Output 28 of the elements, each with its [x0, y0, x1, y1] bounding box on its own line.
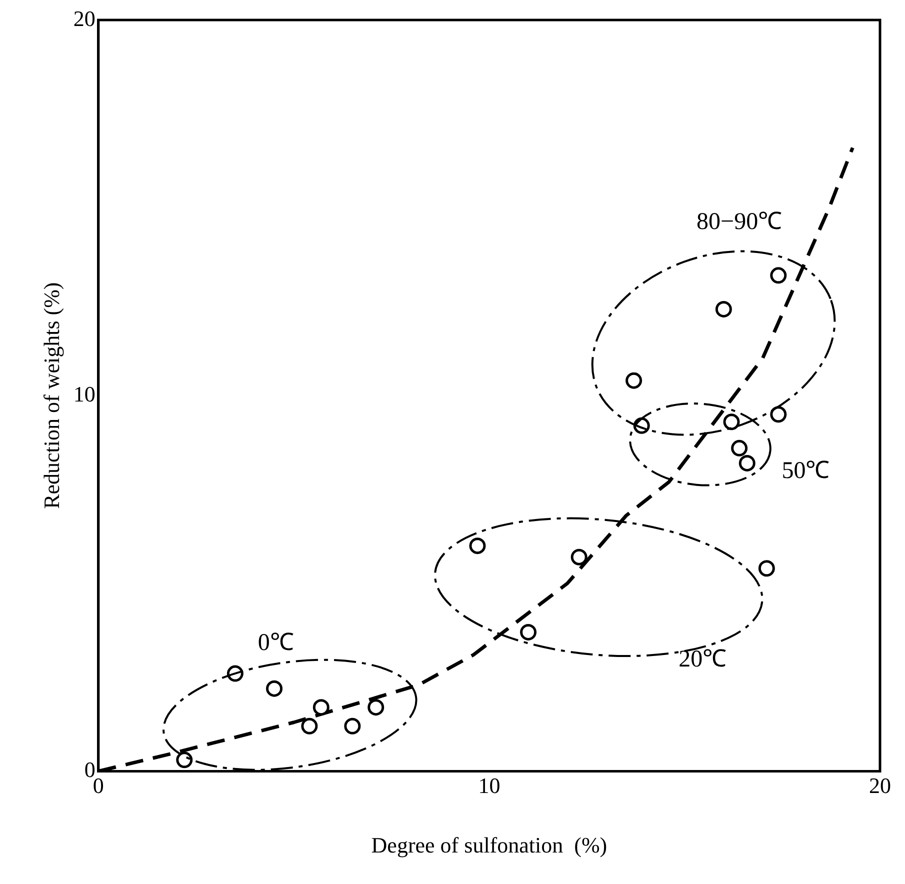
point [758, 560, 775, 577]
point [344, 718, 361, 734]
annotation: 0℃ [258, 630, 294, 656]
point [312, 699, 330, 716]
point [626, 372, 642, 389]
x-axis-title: Degree of sulfonation (%) [371, 832, 608, 858]
y-axis-title: Reduction of weights (%) [38, 282, 64, 509]
point [731, 440, 748, 456]
point [176, 752, 193, 768]
y-tick-label: 0 [84, 756, 96, 782]
annotation: 50℃ [782, 458, 830, 484]
x-tick-label: 10 [478, 773, 500, 798]
point [301, 718, 318, 734]
point [723, 414, 740, 430]
point [520, 624, 537, 640]
point [469, 538, 486, 554]
y-tick-label: 10 [73, 381, 96, 406]
annotation: 80−90℃ [696, 209, 782, 236]
point [715, 300, 732, 318]
annotation: 20℃ [678, 646, 727, 672]
point [570, 548, 588, 566]
x-tick-label: 20 [869, 773, 891, 798]
point [368, 699, 384, 716]
point [770, 267, 787, 284]
point [738, 454, 756, 472]
y-tick-label: 20 [73, 6, 96, 31]
point [266, 680, 283, 697]
point [770, 406, 787, 423]
